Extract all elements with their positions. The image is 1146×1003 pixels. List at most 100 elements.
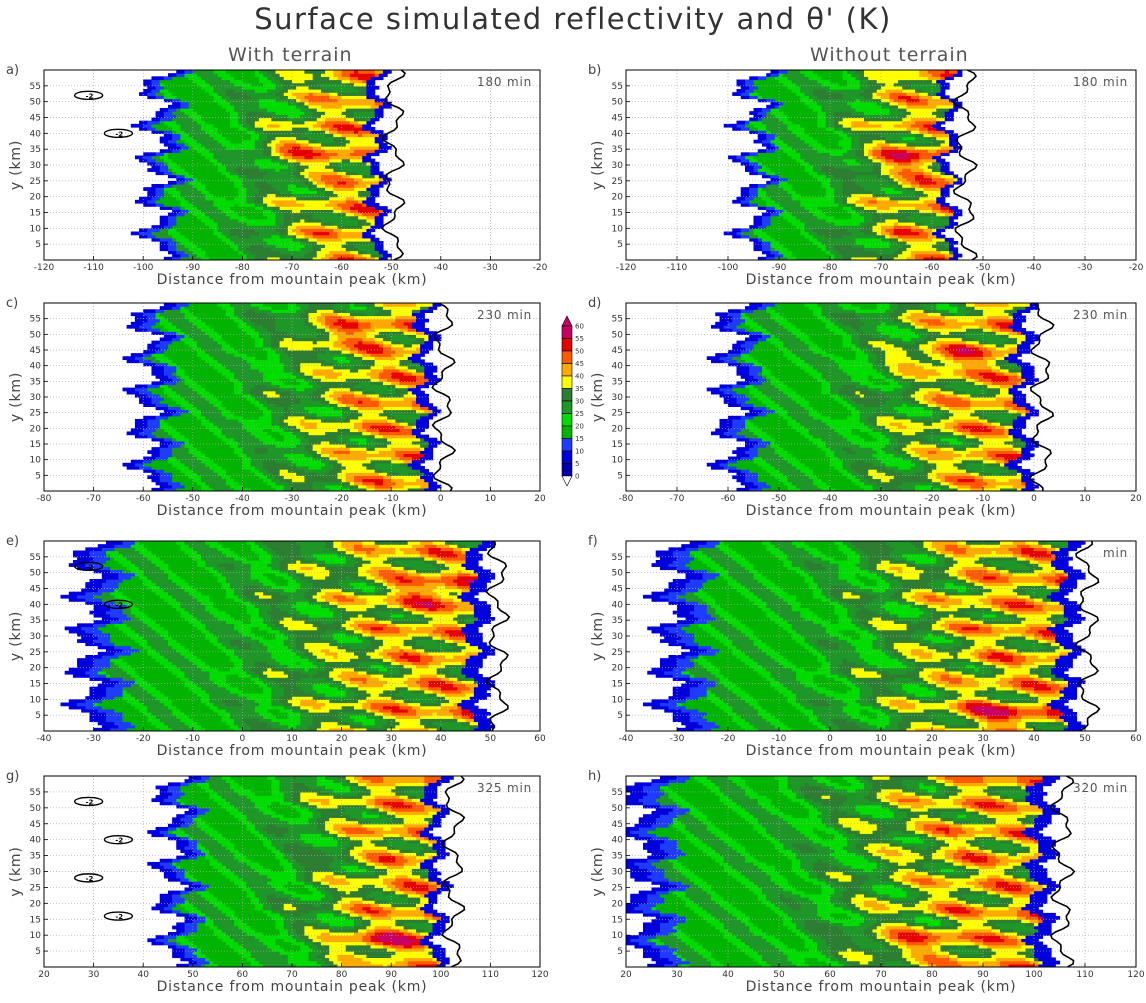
colorbar-swatch (561, 425, 573, 439)
theta-contour: -2 -2 -2 -2 (73, 776, 466, 967)
x-tick-label: -60 (136, 494, 151, 504)
y-tick-label: 50 (30, 98, 42, 108)
x-tick-label: 0 (438, 494, 444, 504)
contour-label: -2 (115, 130, 123, 138)
x-tick-label: 30 (385, 734, 397, 744)
colorbar-swatch (561, 438, 573, 452)
y-tick-label: 20 (30, 664, 42, 674)
y-tick-label: 30 (612, 632, 624, 642)
x-tick-label: -80 (235, 263, 250, 273)
contour-line (431, 303, 457, 491)
colorbar-tick-label: 35 (575, 385, 584, 393)
x-axis-label: Distance from mountain peak (km) (157, 743, 428, 759)
colorbar-swatch (561, 375, 573, 389)
y-tick-label: 10 (30, 931, 42, 941)
y-tick-label: 35 (612, 852, 623, 862)
x-tick-label: 40 (137, 970, 149, 980)
panel-letter: h) (588, 769, 601, 784)
x-tick-label: -80 (619, 494, 634, 504)
y-tick-label: 15 (612, 440, 623, 450)
y-tick-label: 50 (30, 569, 42, 579)
x-tick-label: 30 (977, 734, 989, 744)
y-axis-label: y (km) (590, 846, 606, 896)
colorbar-tick-label: 5 (575, 460, 579, 468)
y-tick-label: 5 (35, 240, 41, 250)
gridlines (626, 303, 1136, 491)
x-tick-label: -20 (925, 494, 940, 504)
time-label: 320 min (1073, 781, 1128, 795)
colorbar-swatch (561, 338, 573, 352)
x-tick-label: 90 (977, 970, 989, 980)
panel-e: -2 -2 -40 -30 -20 -10 0 10 20 30 40 50 60 5 10 15 20 25 30… (6, 534, 546, 759)
y-tick-label: 45 (612, 346, 623, 356)
y-tick-label: 5 (35, 471, 41, 481)
contour-line (1074, 541, 1101, 731)
colorbar-tick-label: 60 (575, 323, 584, 331)
y-tick-label: 35 (612, 145, 623, 155)
y-tick-label: 30 (30, 393, 42, 403)
gridlines (44, 776, 540, 967)
colorbar-tick-label: 25 (575, 410, 584, 418)
y-tick-label: 15 (30, 915, 41, 925)
x-tick-label: -40 (433, 263, 448, 273)
panel-letter: f) (588, 534, 598, 549)
y-tick-label: 40 (612, 600, 624, 610)
panel-letter: e) (6, 534, 19, 549)
y-tick-label: 25 (30, 409, 41, 419)
x-tick-label: 40 (435, 734, 447, 744)
x-tick-label: -10 (185, 734, 200, 744)
contour-loop (103, 599, 134, 610)
x-tick-label: -60 (334, 263, 349, 273)
x-tick-label: 120 (531, 970, 548, 980)
x-tick-label: 0 (827, 734, 833, 744)
y-tick-label: 10 (30, 695, 42, 705)
x-tick-label: -40 (37, 734, 52, 744)
x-tick-label: 100 (1025, 970, 1042, 980)
y-tick-label: 10 (30, 456, 42, 466)
panel-letter: b) (588, 63, 601, 78)
x-tick-label: -60 (925, 263, 940, 273)
x-tick-label: -10 (772, 734, 787, 744)
x-tick-label: -50 (976, 263, 991, 273)
y-tick-label: 55 (30, 553, 41, 563)
y-tick-label: 45 (612, 585, 623, 595)
contour-loop (103, 128, 134, 139)
x-tick-label: -100 (718, 263, 739, 273)
x-tick-label: -10 (384, 494, 399, 504)
x-tick-label: -60 (721, 494, 736, 504)
colorbar-tick-label: 20 (575, 423, 584, 431)
y-tick-label: 40 (612, 362, 624, 372)
y-tick-label: 45 (30, 820, 41, 830)
colorbar-swatch (561, 463, 573, 477)
y-tick-label: 15 (30, 440, 41, 450)
x-tick-label: 120 (1127, 970, 1144, 980)
contour-label: -2 (86, 92, 94, 100)
contour-loop (73, 561, 104, 572)
y-tick-label: 40 (30, 836, 42, 846)
colorbar-tick-label: 50 (575, 348, 584, 356)
y-tick-label: 35 (30, 145, 41, 155)
x-tick-label: 80 (926, 970, 938, 980)
x-tick-label: 20 (336, 734, 348, 744)
x-tick-label: -30 (285, 494, 300, 504)
y-tick-label: 35 (30, 377, 41, 387)
y-tick-label: 40 (612, 129, 624, 139)
x-tick-label: -120 (34, 263, 55, 273)
x-tick-label: -40 (235, 494, 250, 504)
contour-line (380, 70, 406, 260)
x-tick-label: 20 (38, 970, 50, 980)
gridlines (626, 541, 1136, 731)
y-tick-label: 30 (30, 868, 42, 878)
time-label: 230 min (477, 308, 532, 322)
y-tick-label: 45 (612, 820, 623, 830)
figure-title: Surface simulated reflectivity and θ' (K… (0, 2, 1146, 36)
y-tick-label: 25 (612, 177, 623, 187)
y-tick-label: 50 (612, 98, 624, 108)
x-tick-label: -40 (1027, 263, 1042, 273)
y-tick-label: 15 (30, 680, 41, 690)
x-axis-label: Distance from mountain peak (km) (746, 272, 1017, 288)
panel-letter: c) (6, 296, 18, 311)
y-tick-label: 45 (30, 585, 41, 595)
